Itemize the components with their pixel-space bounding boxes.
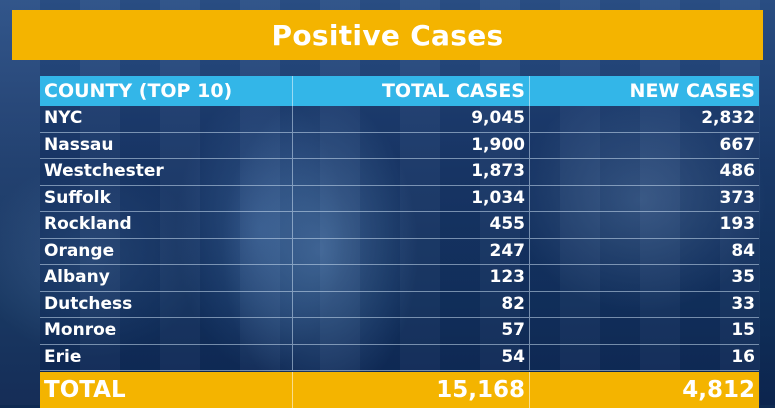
table-row: Erie 54 16 [40, 344, 759, 371]
county-cell: NYC [40, 106, 293, 132]
header-new-cases: NEW CASES [629, 80, 755, 102]
total-cases-cell: 82 [293, 291, 530, 317]
table-row: Suffolk 1,034 373 [40, 185, 759, 212]
new-cases-cell: 35 [731, 267, 755, 287]
table-row: Monroe 57 15 [40, 318, 759, 345]
total-cases-cell: 54 [293, 344, 530, 370]
new-cases-cell: 373 [719, 187, 756, 208]
county-cell: Monroe [40, 318, 293, 344]
new-cases-cell: 2,832 [701, 108, 755, 128]
table-row: Dutchess 82 33 [40, 291, 759, 318]
county-cell: Orange [40, 238, 293, 264]
county-cell: Rockland [40, 212, 293, 238]
new-cases-sum-cell: 4,812 [682, 377, 755, 403]
county-cell: Nassau [40, 132, 293, 158]
total-cases-cell: 9,045 [293, 106, 530, 132]
table-header-row: COUNTY (TOP 10) TOTAL CASES NEW CASES [40, 76, 759, 106]
new-cases-cell: 84 [731, 240, 755, 261]
table-row: NYC 9,045 2,832 [40, 106, 759, 133]
new-cases-cell: 193 [719, 214, 756, 234]
new-cases-cell: 15 [731, 320, 755, 340]
total-cases-sum-cell: 15,168 [293, 372, 530, 408]
table-row: Westchester 1,873 486 [40, 159, 759, 186]
total-cases-cell: 57 [293, 318, 530, 344]
county-cell: Albany [40, 265, 293, 291]
total-cases-cell: 123 [293, 265, 530, 291]
total-cases-cell: 455 [293, 212, 530, 238]
new-cases-cell: 33 [731, 293, 755, 314]
county-cell: Westchester [40, 159, 293, 185]
total-cases-cell: 247 [293, 238, 530, 264]
county-cell: Erie [40, 344, 293, 370]
table-row: Orange 247 84 [40, 238, 759, 265]
county-cell: Dutchess [40, 291, 293, 317]
total-label-cell: TOTAL [40, 372, 293, 408]
title-banner: Positive Cases [12, 10, 763, 60]
new-cases-cell: 667 [719, 134, 756, 155]
total-cases-cell: 1,900 [293, 132, 530, 158]
chart-title: Positive Cases [271, 18, 504, 52]
total-cases-cell: 1,873 [293, 159, 530, 185]
table-total-row: TOTAL 15,168 4,812 [40, 372, 759, 408]
table-row: Rockland 455 193 [40, 212, 759, 239]
cases-table: COUNTY (TOP 10) TOTAL CASES NEW CASES NY… [40, 76, 759, 408]
table-row: Albany 123 35 [40, 265, 759, 292]
new-cases-cell: 16 [731, 346, 755, 367]
header-total-cases: TOTAL CASES [293, 76, 530, 106]
header-county: COUNTY (TOP 10) [40, 76, 293, 106]
county-cell: Suffolk [40, 185, 293, 211]
total-cases-cell: 1,034 [293, 185, 530, 211]
table-row: Nassau 1,900 667 [40, 132, 759, 159]
new-cases-cell: 486 [719, 161, 756, 181]
